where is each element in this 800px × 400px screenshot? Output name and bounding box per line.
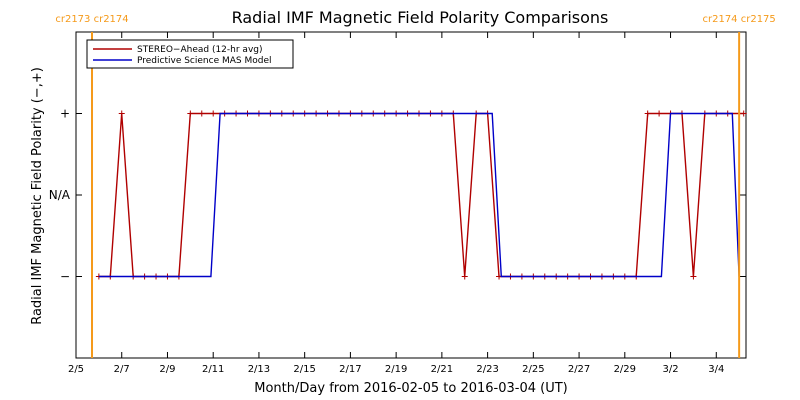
x-tick-label: 2/21 — [431, 364, 453, 375]
x-tick-label: 2/17 — [339, 364, 361, 375]
x-axis-title: Month/Day from 2016-02-05 to 2016-03-04 … — [254, 381, 567, 396]
x-tick-label: 2/15 — [293, 364, 315, 375]
x-tick-label: 2/7 — [114, 364, 130, 375]
y-tick-label: N/A — [49, 188, 71, 202]
x-tick-label: 2/11 — [202, 364, 224, 375]
legend-label-stereo: STEREO−Ahead (12-hr avg) — [137, 45, 263, 55]
legend-label-mas-model: Predictive Science MAS Model — [137, 56, 272, 66]
y-axis-title: Radial IMF Magnetic Field Polarity (−,+) — [30, 67, 45, 325]
x-tick-label: 2/27 — [568, 364, 590, 375]
legend-box — [86, 39, 294, 69]
data-point — [210, 110, 217, 117]
data-point — [461, 273, 468, 280]
data-point — [656, 110, 663, 117]
data-point — [118, 110, 125, 117]
x-tick-label: 2/23 — [476, 364, 498, 375]
carrington-label: cr2174 cr2175 — [702, 14, 775, 25]
data-point — [198, 110, 205, 117]
data-point — [187, 110, 194, 117]
data-point — [644, 110, 651, 117]
legend: STEREO−Ahead (12-hr avg) Predictive Scie… — [86, 39, 294, 69]
chart-title: Radial IMF Magnetic Field Polarity Compa… — [232, 8, 609, 27]
data-point — [740, 110, 747, 117]
x-tick-label: 2/29 — [614, 364, 636, 375]
x-tick-label: 2/9 — [159, 364, 175, 375]
y-tick-label: − — [60, 270, 70, 284]
carrington-label: cr2173 cr2174 — [55, 14, 128, 25]
y-tick-label: + — [60, 107, 70, 121]
x-tick-label: 3/2 — [662, 364, 678, 375]
series-line-1 — [98, 112, 740, 278]
x-tick-label: 2/19 — [385, 364, 407, 375]
data-point — [690, 273, 697, 280]
x-tick-label: 2/25 — [522, 364, 544, 375]
x-tick-label: 3/4 — [708, 364, 724, 375]
x-tick-label: 2/5 — [68, 364, 84, 375]
x-tick-label: 2/13 — [248, 364, 270, 375]
